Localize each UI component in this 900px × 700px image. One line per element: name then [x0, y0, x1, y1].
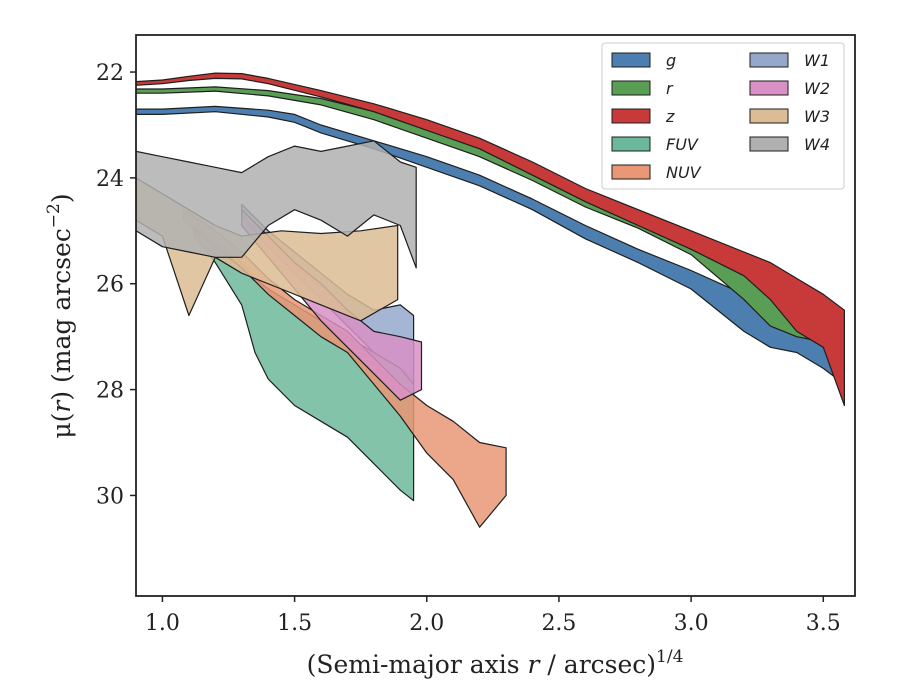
x-tick-label: 3.0 [674, 611, 709, 636]
y-tick-label: 28 [96, 379, 124, 404]
x-tick-label: 1.0 [145, 611, 180, 636]
legend-label-w3: W3 [804, 107, 830, 126]
legend-label-w2: W2 [804, 79, 830, 98]
band-w4 [136, 140, 417, 269]
x-axis-label-pre: (Semi-major axis [307, 650, 528, 679]
y-tick-label: 22 [96, 61, 124, 86]
legend: grz FUV NUV W1 W2 W3 W4 [601, 42, 845, 190]
legend-swatch-g [611, 52, 651, 68]
legend-swatch-w2 [749, 80, 789, 96]
legend-swatch-w1 [749, 52, 789, 68]
x-axis-label-sup: 1/4 [656, 647, 683, 667]
legend-swatch-w4 [749, 136, 789, 152]
x-tick-label: 2.0 [409, 611, 444, 636]
y-axis-label-pre: μ( [47, 413, 76, 439]
legend-label-nuv: NUV [666, 163, 702, 182]
y-axis-label-post: ) [47, 193, 76, 203]
legend-label-w1: W1 [804, 51, 830, 70]
legend-swatch-r [611, 80, 651, 96]
band-nuv [183, 209, 507, 528]
y-axis-label-var: r [47, 399, 76, 413]
y-axis-ticks: 22 24 26 28 30 [96, 61, 136, 509]
x-axis-label-var: r [528, 650, 542, 679]
legend-label-w4: W4 [804, 135, 830, 154]
legend-swatch-z [611, 108, 651, 124]
profile-bands [136, 72, 846, 528]
y-tick-label: 26 [96, 273, 124, 298]
y-axis-label-sup: −2 [44, 203, 64, 228]
x-tick-label: 1.5 [277, 611, 312, 636]
plot-frame [135, 34, 856, 597]
legend-label-g: g [666, 51, 676, 70]
x-tick-label: 2.5 [541, 611, 576, 636]
y-tick-label: 24 [96, 167, 124, 192]
x-axis-label-post: / arcsec) [539, 650, 656, 679]
y-axis-label-mid: ) (mag arcsec [47, 228, 76, 401]
legend-swatch-nuv [611, 164, 651, 180]
band-z [136, 72, 846, 407]
legend-label-fuv: FUV [666, 135, 699, 154]
legend-frame [601, 42, 845, 190]
legend-label-r: r [666, 79, 674, 98]
legend-swatch-fuv [611, 136, 651, 152]
x-axis-ticks: 1.0 1.5 2.0 2.5 3.0 3.5 [145, 596, 841, 636]
x-tick-label: 3.5 [806, 611, 841, 636]
legend-label-z: z [665, 107, 675, 126]
y-axis-label: μ(r) (mag arcsec−2) [44, 193, 76, 438]
legend-swatch-w3 [749, 108, 789, 124]
y-tick-label: 30 [96, 484, 124, 509]
x-axis-label: (Semi-major axis r / arcsec)1/4 [307, 647, 684, 679]
